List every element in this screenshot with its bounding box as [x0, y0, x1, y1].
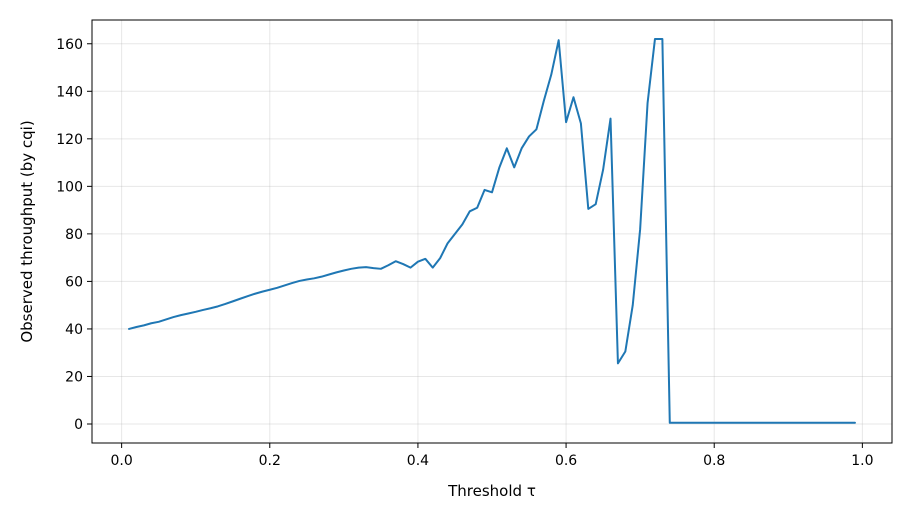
plot-frame: [91, 19, 893, 444]
x-tick-label: 0.2: [259, 453, 281, 469]
y-tick-label: 60: [65, 274, 83, 290]
x-tick-label: 1.0: [851, 453, 873, 469]
x-tick-label: 0.4: [407, 453, 429, 469]
x-tick-label: 0.8: [703, 453, 725, 469]
y-tick-label: 0: [74, 417, 83, 433]
grid: [92, 20, 892, 443]
ticks: 0.0 0.2 0.4 0.6 0.8 1.0 0 20 40 60 80 100 120 140 160: [56, 37, 873, 469]
y-axis-label: Observed throughput (by cqi): [18, 120, 36, 342]
y-tick-label: 80: [65, 227, 83, 243]
x-tick-label: 0.0: [110, 453, 132, 469]
x-axis-label: Threshold τ: [447, 482, 536, 500]
y-tick-label: 140: [56, 84, 83, 100]
x-tick-label: 0.6: [555, 453, 577, 469]
y-tick-label: 160: [56, 37, 83, 53]
y-tick-label: 20: [65, 369, 83, 385]
series-line: [128, 38, 856, 424]
series-line-group: [128, 38, 856, 424]
y-tick-label: 120: [56, 132, 83, 148]
y-tick-label: 100: [56, 179, 83, 195]
y-tick-label: 40: [65, 322, 83, 338]
